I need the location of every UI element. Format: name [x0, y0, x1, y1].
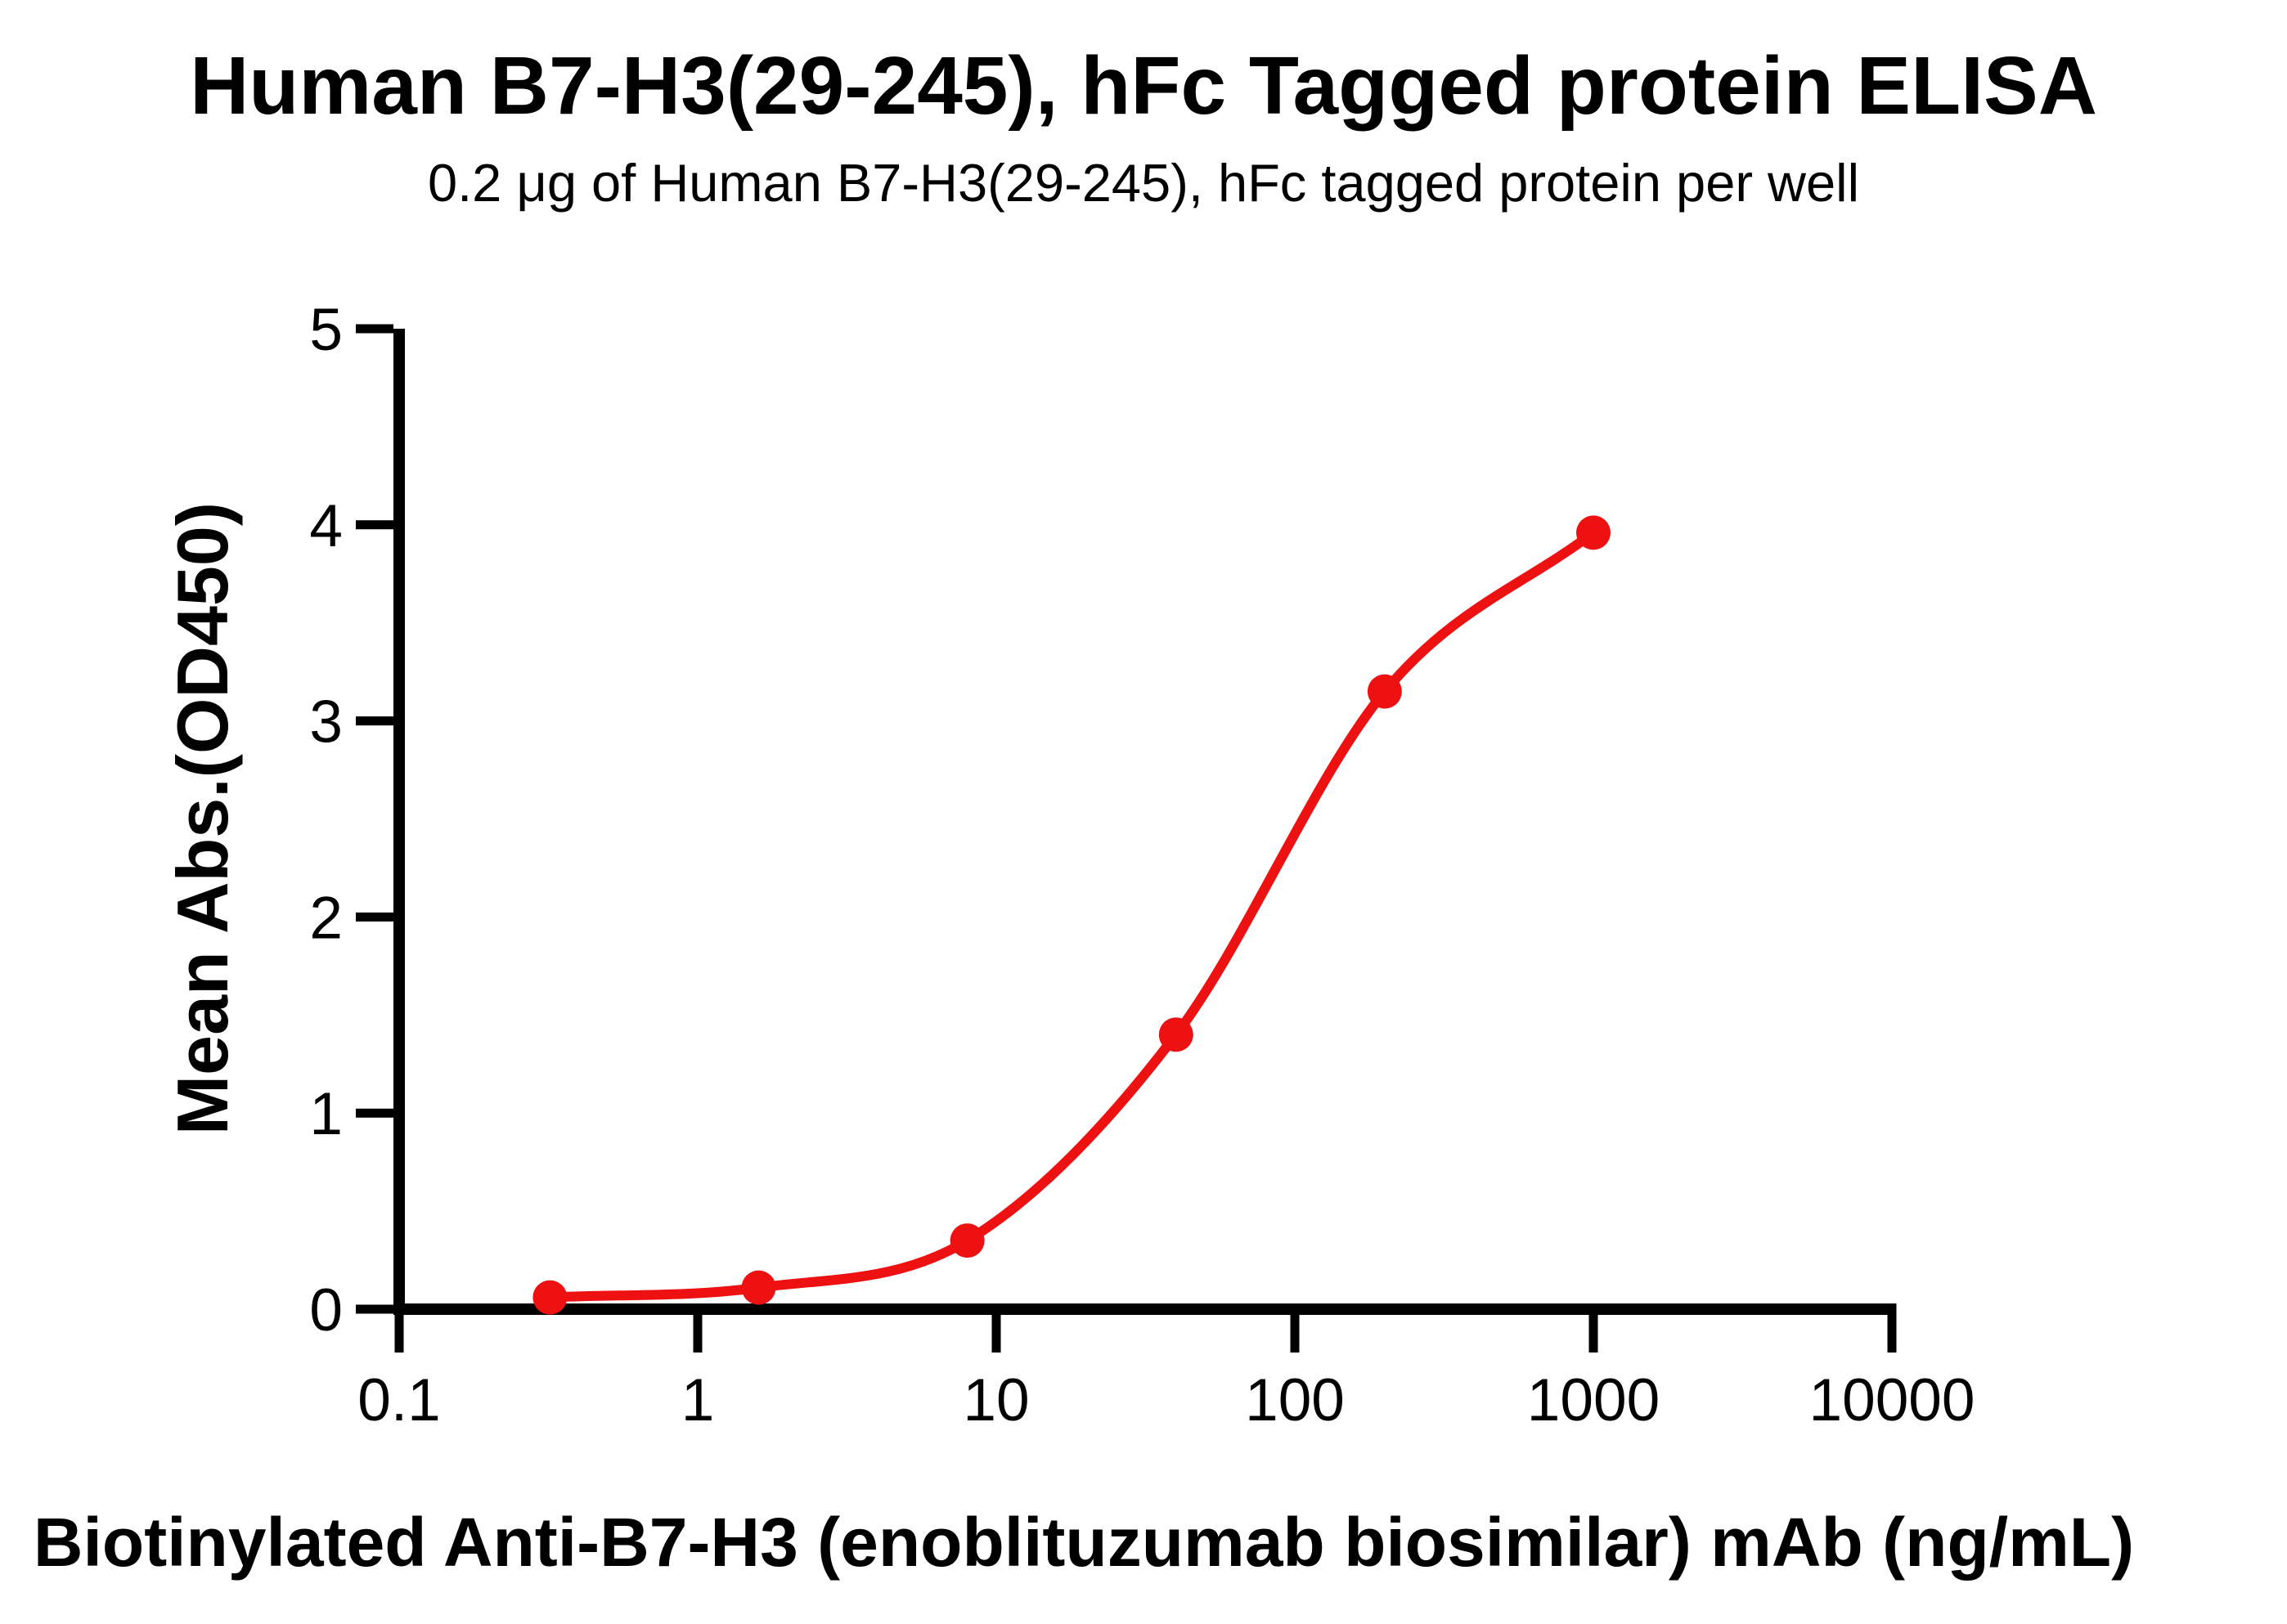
y-tick-label: 3	[309, 689, 343, 756]
x-tick-label: 10	[963, 1367, 1029, 1433]
x-tick-label: 1	[681, 1367, 715, 1433]
y-tick-label: 0	[309, 1277, 343, 1344]
chart-subtitle: 0.2 μg of Human B7-H3(29-245), hFc tagge…	[427, 153, 1860, 213]
data-point	[741, 1270, 776, 1305]
x-axis-label: Biotinylated Anti-B7-H3 (enoblituzumab b…	[33, 1504, 2135, 1581]
y-tick-label: 4	[309, 493, 343, 559]
data-point	[532, 1280, 568, 1315]
y-axis-label: Mean Abs.(OD450)	[162, 501, 243, 1136]
dose-response-curve	[545, 527, 1598, 1303]
y-tick-label: 5	[309, 297, 343, 363]
data-point	[950, 1223, 985, 1258]
y-tick-label: 1	[309, 1081, 343, 1147]
x-tick-label: 100	[1245, 1367, 1345, 1433]
data-point	[1158, 1017, 1193, 1052]
x-tick-label: 0.1	[357, 1367, 440, 1433]
x-tick-label: 10000	[1809, 1367, 1975, 1433]
chart-title: Human B7-H3(29-245), hFc Tagged protein …	[190, 40, 2097, 132]
x-tick-label: 1000	[1527, 1367, 1660, 1433]
y-tick-label: 2	[309, 885, 343, 951]
data-point	[1576, 515, 1611, 550]
data-point	[1367, 674, 1402, 709]
